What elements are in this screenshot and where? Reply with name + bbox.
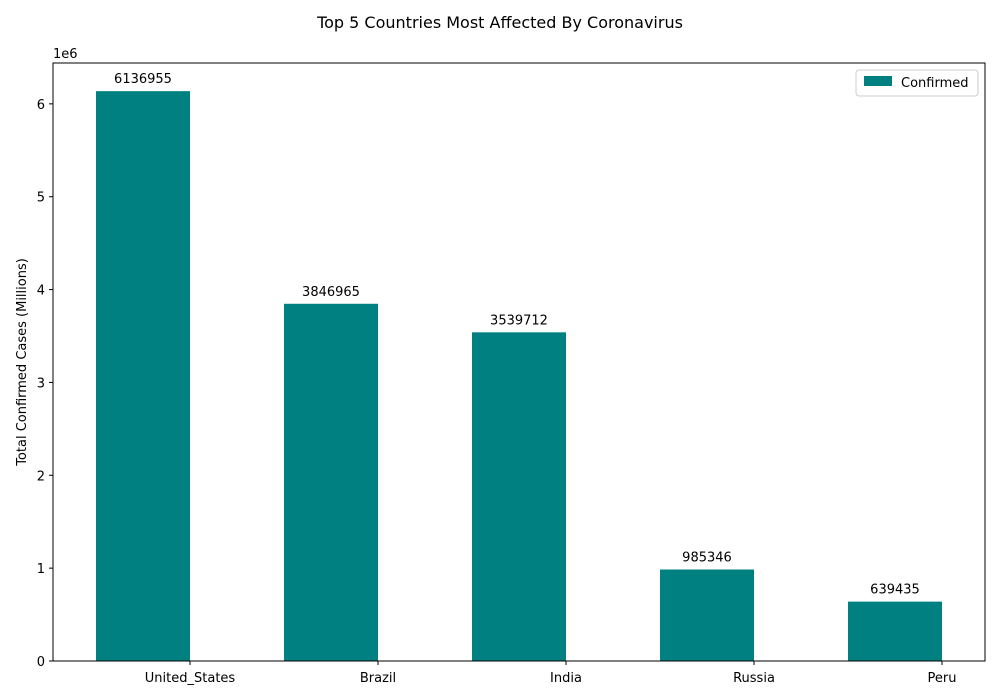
legend-label: Confirmed (901, 76, 969, 91)
data-label: 6136955 (114, 72, 172, 87)
bar-peru (848, 601, 942, 661)
legend: Confirmed (855, 69, 979, 97)
y-tick-label: 2 (37, 469, 45, 484)
data-label: 3846965 (302, 285, 360, 300)
y-tick-label: 1 (37, 562, 45, 577)
bars-group (96, 91, 942, 661)
y-tick-label: 3 (37, 376, 45, 391)
chart-title: Top 5 Countries Most Affected By Coronav… (316, 13, 683, 32)
x-tick-label: India (550, 671, 582, 686)
x-tick-label: Brazil (360, 671, 396, 686)
bar-india (472, 332, 566, 661)
legend-swatch (864, 76, 892, 86)
x-axis-ticks: United_States Brazil India Russia Peru (145, 661, 957, 686)
bar-russia (660, 569, 754, 661)
y-axis-label: Total Confirmed Cases (Millions) (15, 258, 30, 467)
data-label: 3539712 (490, 313, 548, 328)
y-tick-label: 0 (37, 655, 45, 670)
plot-frame (52, 62, 986, 662)
y-tick-label: 4 (37, 284, 45, 299)
data-label: 639435 (870, 583, 920, 598)
bar-united-states (96, 91, 190, 661)
y-tick-label: 5 (37, 191, 45, 206)
x-tick-label: United_States (145, 671, 236, 686)
y-tick-label: 6 (37, 98, 45, 113)
data-labels-group: 6136955 3846965 3539712 985346 639435 (114, 72, 920, 597)
x-tick-label: Russia (733, 671, 775, 686)
x-tick-label: Peru (928, 671, 957, 686)
y-axis-ticks: 0 1 2 3 4 5 6 (37, 98, 53, 670)
bar-brazil (284, 303, 378, 661)
y-offset-label: 1e6 (53, 47, 78, 62)
data-label: 985346 (682, 551, 732, 566)
